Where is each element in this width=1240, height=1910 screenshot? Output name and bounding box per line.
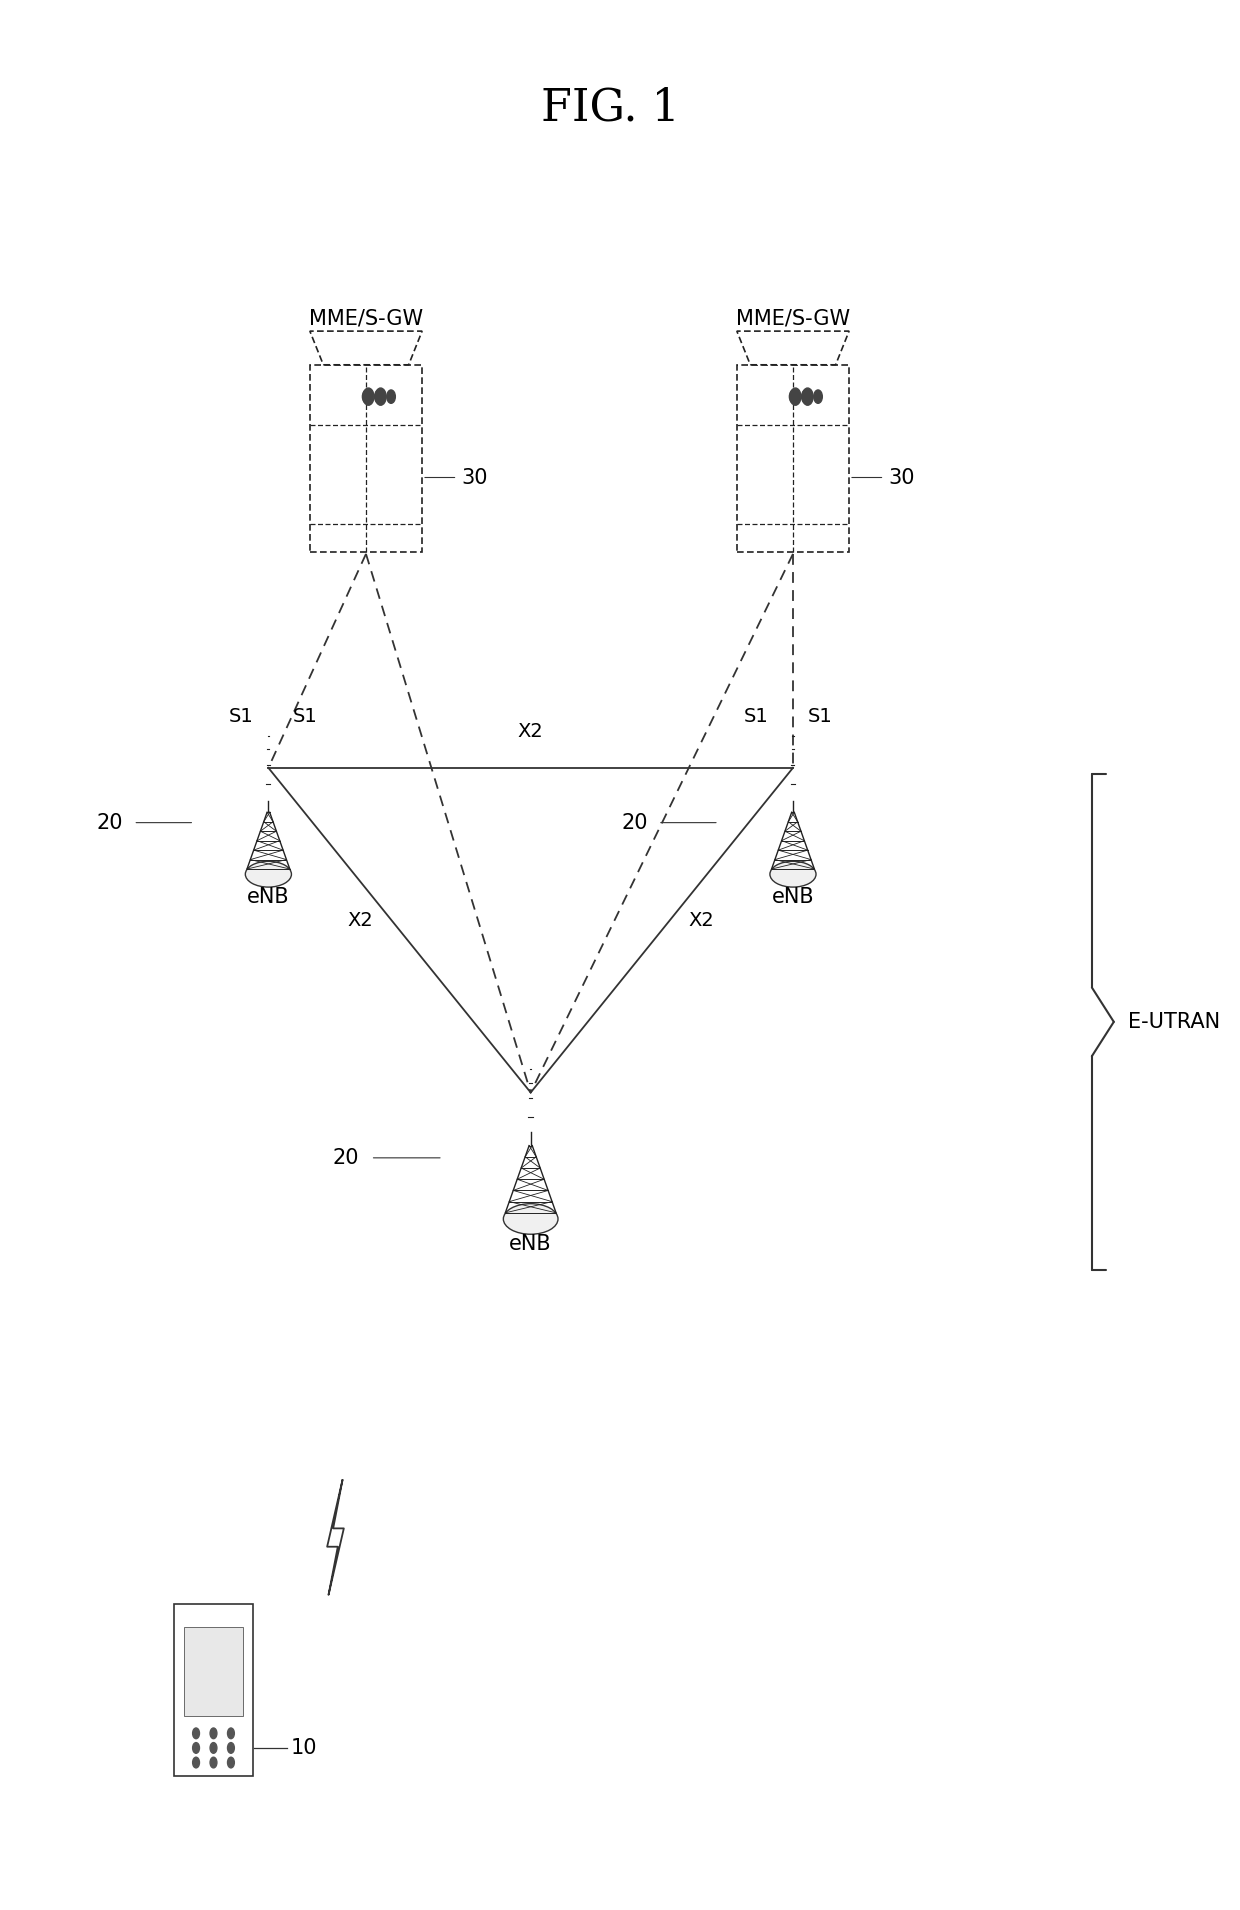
Ellipse shape [246, 861, 291, 886]
Text: S1: S1 [807, 707, 832, 726]
Text: S1: S1 [744, 707, 769, 726]
Circle shape [801, 390, 810, 403]
Circle shape [813, 390, 822, 403]
Text: X2: X2 [518, 722, 543, 741]
Circle shape [376, 388, 386, 405]
Ellipse shape [770, 861, 816, 886]
Text: 10: 10 [290, 1738, 317, 1757]
Circle shape [227, 1757, 234, 1769]
Polygon shape [184, 1627, 243, 1715]
Circle shape [192, 1757, 200, 1769]
Text: 20: 20 [621, 812, 649, 833]
Text: X2: X2 [347, 911, 373, 930]
Circle shape [790, 388, 801, 405]
Text: 30: 30 [461, 468, 487, 487]
Text: MME/S-GW: MME/S-GW [735, 309, 851, 329]
Circle shape [227, 1729, 234, 1738]
Circle shape [790, 390, 797, 403]
Text: 30: 30 [888, 468, 915, 487]
Text: X2: X2 [688, 911, 714, 930]
Circle shape [802, 388, 813, 405]
Text: 20: 20 [332, 1148, 358, 1167]
Text: FIG. 1: FIG. 1 [541, 86, 680, 130]
Circle shape [192, 1729, 200, 1738]
Text: S1: S1 [229, 707, 254, 726]
Circle shape [227, 1742, 234, 1753]
Text: S1: S1 [293, 707, 317, 726]
Circle shape [192, 1742, 200, 1753]
Circle shape [387, 390, 396, 403]
Circle shape [363, 388, 374, 405]
Text: eNB: eNB [247, 886, 290, 907]
Text: eNB: eNB [510, 1234, 552, 1255]
Text: MME/S-GW: MME/S-GW [309, 309, 423, 329]
Text: eNB: eNB [771, 886, 815, 907]
Ellipse shape [503, 1203, 558, 1234]
Text: 20: 20 [97, 812, 124, 833]
Polygon shape [174, 1604, 253, 1776]
Circle shape [210, 1757, 217, 1769]
Polygon shape [310, 330, 422, 365]
Text: E-UTRAN: E-UTRAN [1128, 1012, 1220, 1031]
Polygon shape [737, 330, 849, 365]
Circle shape [210, 1742, 217, 1753]
Circle shape [210, 1729, 217, 1738]
Polygon shape [327, 1480, 343, 1595]
Circle shape [374, 390, 383, 403]
Circle shape [362, 390, 371, 403]
